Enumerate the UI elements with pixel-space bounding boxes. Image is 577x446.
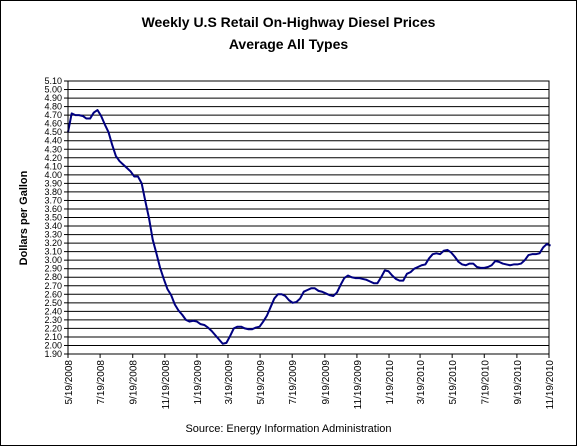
- y-tick-label: 2.20: [44, 323, 62, 333]
- y-tick-label: 4.40: [44, 136, 62, 146]
- x-tick-label: 7/19/2008: [96, 360, 107, 405]
- y-tick-label: 3.20: [44, 238, 62, 248]
- y-tick-label: 4.20: [44, 153, 62, 163]
- x-tick-label: 11/19/2009: [353, 360, 364, 410]
- y-tick-label: 4.90: [44, 93, 62, 103]
- y-tick-label: 4.80: [44, 102, 62, 112]
- source-note: Source: Energy Information Administratio…: [185, 423, 392, 435]
- y-tick-label: 2.30: [44, 315, 62, 325]
- chart-title: Weekly U.S Retail On-Highway Diesel Pric…: [141, 14, 436, 30]
- x-tick-label: 5/19/2010: [448, 360, 459, 405]
- y-tick-label: 4.30: [44, 144, 62, 154]
- x-tick-label: 5/19/2009: [256, 360, 267, 405]
- y-tick-label: 3.00: [44, 255, 62, 265]
- y-tick-label: 4.60: [44, 119, 62, 129]
- x-tick-label: 9/19/2010: [513, 360, 524, 405]
- x-tick-label: 3/19/2009: [224, 360, 235, 405]
- x-tick-label: 9/19/2009: [321, 360, 332, 405]
- y-tick-label: 4.00: [44, 170, 62, 180]
- y-axis-label: Dollars per Gallon: [18, 170, 30, 265]
- y-tick-label: 5.00: [44, 85, 62, 95]
- y-tick-label: 2.40: [44, 306, 62, 316]
- y-tick-label: 2.00: [44, 340, 62, 350]
- y-tick-label: 4.50: [44, 127, 62, 137]
- x-tick-label: 5/19/2008: [64, 360, 75, 405]
- y-tick-label: 2.70: [44, 281, 62, 291]
- plot-area-border: [67, 80, 550, 355]
- x-axis-ticks: 5/19/2008 7/19/2008 9/19/2008 11/19/2008 1/1…: [64, 354, 556, 409]
- y-tick-label: 3.80: [44, 187, 62, 197]
- y-tick-label: 4.10: [44, 161, 62, 171]
- x-tick-label: 7/19/2009: [288, 360, 299, 405]
- y-tick-label: 5.10: [44, 76, 62, 86]
- y-axis-ticks: 1.902.002.102.202.302.402.502.602.702.80…: [44, 76, 68, 359]
- x-tick-label: 3/19/2010: [416, 360, 427, 405]
- x-tick-label: 11/19/2010: [545, 360, 556, 410]
- y-tick-label: 3.10: [44, 247, 62, 257]
- y-tick-label: 2.60: [44, 289, 62, 299]
- y-tick-label: 3.70: [44, 195, 62, 205]
- x-tick-label: 11/19/2008: [161, 360, 172, 410]
- x-tick-label: 9/19/2008: [129, 360, 140, 405]
- y-tick-label: 1.90: [44, 349, 62, 359]
- y-tick-label: 3.50: [44, 213, 62, 223]
- y-tick-label: 3.40: [44, 221, 62, 231]
- gridlines: [68, 80, 549, 355]
- y-tick-label: 2.10: [44, 332, 62, 342]
- y-tick-label: 2.90: [44, 264, 62, 274]
- x-tick-label: 7/19/2010: [480, 360, 491, 405]
- y-tick-label: 2.50: [44, 298, 62, 308]
- y-tick-label: 3.30: [44, 230, 62, 240]
- chart-subtitle: Average All Types: [228, 36, 349, 52]
- y-tick-label: 3.60: [44, 204, 62, 214]
- y-tick-label: 2.80: [44, 272, 62, 282]
- series-line-diesel-price: [67, 109, 551, 345]
- x-tick-label: 1/19/2010: [385, 360, 396, 405]
- y-tick-label: 4.70: [44, 110, 62, 120]
- y-tick-label: 3.90: [44, 178, 62, 188]
- x-tick-label: 1/19/2009: [193, 360, 204, 405]
